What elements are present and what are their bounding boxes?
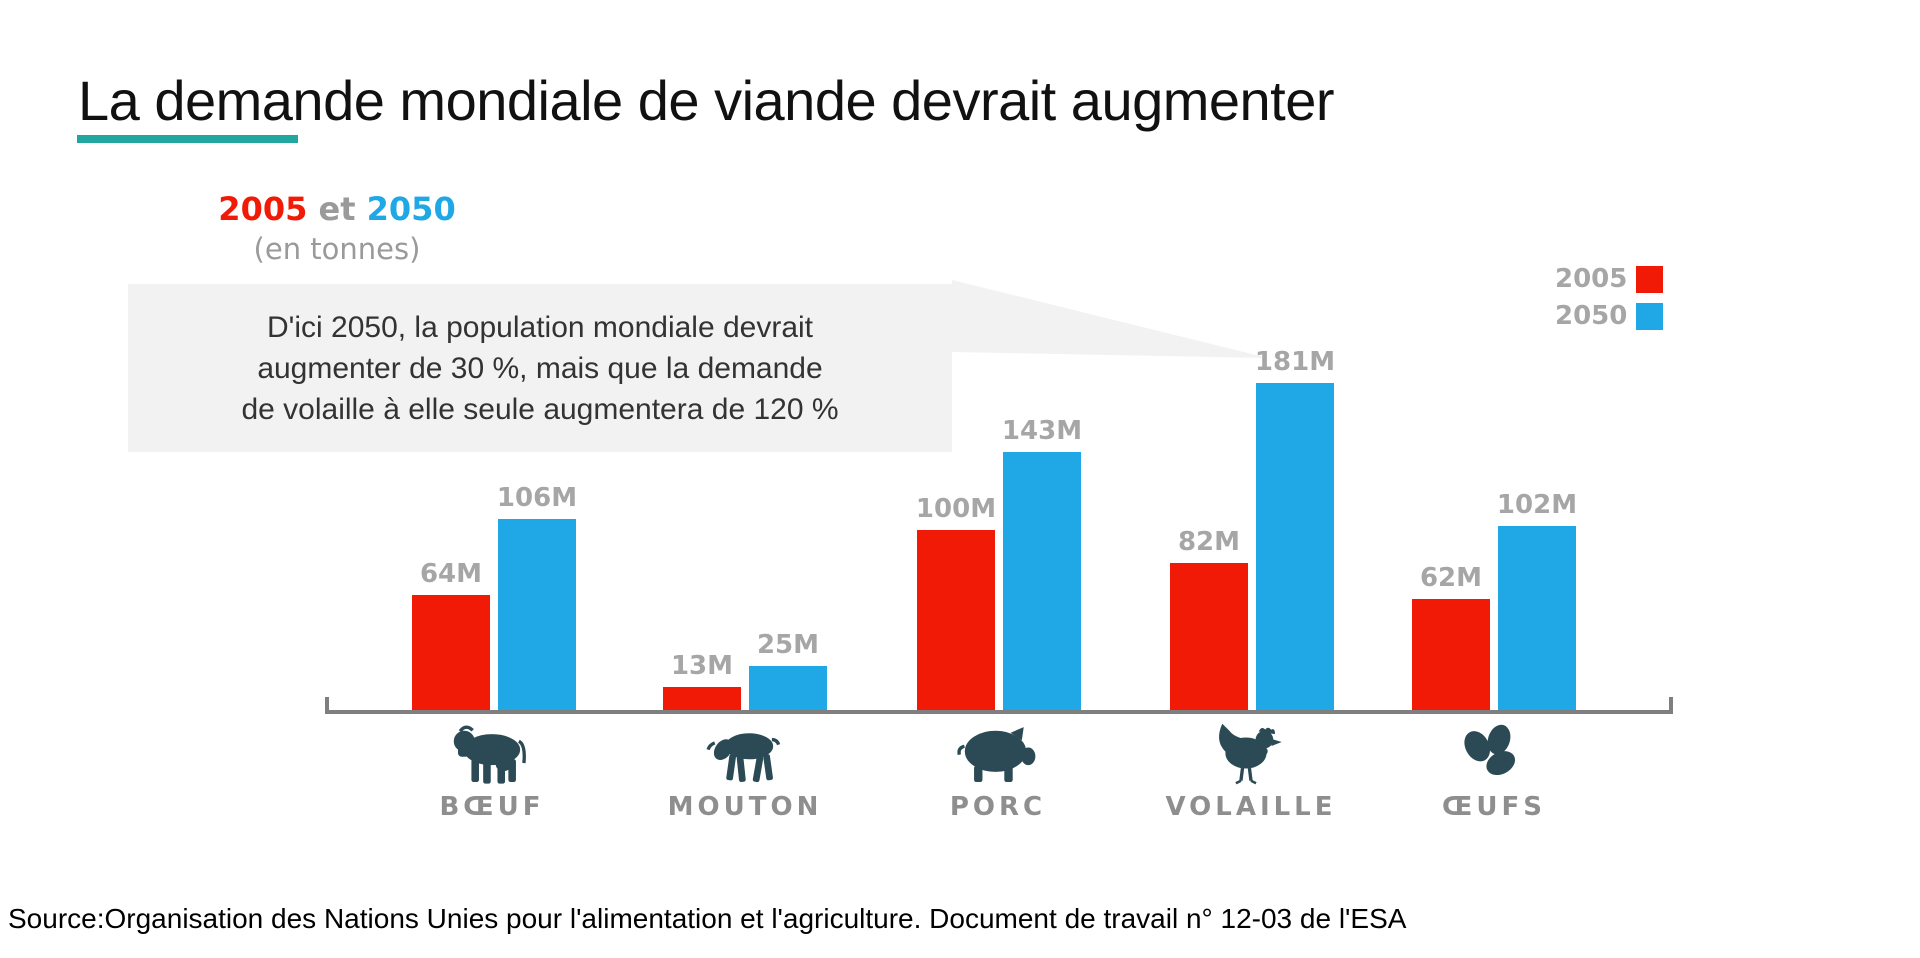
annotation-callout-box: D'ici 2050, la population mondiale devra… [128,284,952,452]
x-axis-line [325,710,1673,714]
legend-label-2005: 2005 [1555,264,1628,294]
legend-item-2050: 2050 [1555,301,1664,331]
annotation-line: de volaille à elle seule augmentera de 1… [241,392,839,426]
legend-label-2050: 2050 [1555,301,1628,331]
title-underline-rule [77,135,298,143]
hen-icon [1219,723,1282,785]
bar-2050-porc [1003,452,1081,711]
bar-value-label: 100M [915,494,997,524]
x-axis-right-tick [1669,697,1673,711]
callout-pointer-wedge [952,280,1268,358]
bar-2050-oeufs [1498,526,1576,711]
pig-icon [957,727,1036,782]
bar-value-label: 102M [1496,490,1578,520]
bar-value-label: 143M [1001,416,1083,446]
subtitle-unit: (en tonnes) [253,232,421,266]
bar-value-label: 181M [1254,347,1336,377]
sheep-icon [706,733,781,783]
bar-2005-boeuf [412,595,490,711]
source-credit: Source:Organisation des Nations Unies po… [8,903,1407,934]
legend-item-2005: 2005 [1555,264,1664,294]
x-axis-left-tick [325,697,329,711]
bar-value-label: 106M [496,483,578,513]
category-label-mouton: MOUTON [667,792,823,822]
bar-value-label: 13M [670,651,734,681]
bar-2050-boeuf [498,519,576,711]
annotation-line: D'ici 2050, la population mondiale devra… [266,310,814,344]
cow-icon [453,725,526,784]
bar-2005-volaille [1170,563,1248,711]
bar-value-label: 82M [1177,527,1241,557]
category-label-porc: PORC [949,792,1047,822]
subtitle-year-2050: 2050 [366,190,456,228]
subtitle-year-2005: 2005 [218,190,308,228]
eggs-icon [1464,724,1516,776]
legend-swatch-blue [1636,302,1664,330]
bar-2050-volaille [1256,383,1334,711]
category-label-oeufs: ŒUFS [1442,792,1546,822]
category-label-volaille: VOLAILLE [1165,792,1337,822]
chart-legend: 2005 2050 [1555,264,1664,338]
legend-swatch-red [1636,265,1664,293]
page-title: La demande mondiale de viande devrait au… [78,68,1335,132]
bar-2005-oeufs [1412,599,1490,711]
bar-value-label: 62M [1419,563,1483,593]
annotation-line: augmenter de 30 %, mais que la demande [257,351,823,385]
bar-value-label: 25M [756,630,820,660]
bar-2050-mouton [749,666,827,711]
chart-subtitle: 2005 et 2050 (en tonnes) [157,190,517,266]
category-label-boeuf: BŒUF [439,792,545,822]
bar-2005-mouton [663,687,741,711]
subtitle-connector: et [307,190,367,228]
bar-2005-porc [917,530,995,711]
bar-value-label: 64M [419,559,483,589]
